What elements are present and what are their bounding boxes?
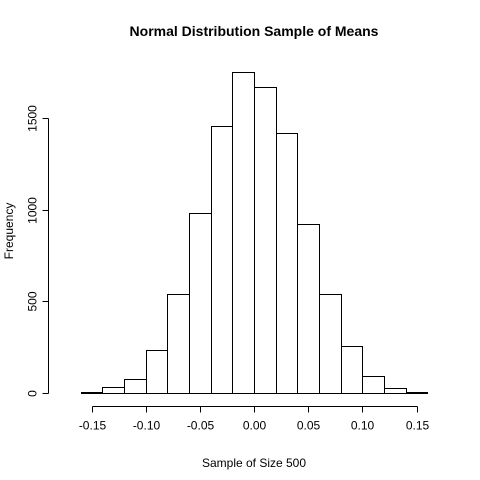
histogram-bar-9 — [276, 133, 298, 394]
histogram-bar-12 — [341, 346, 363, 394]
y-tick-label: 0 — [26, 390, 40, 397]
x-tick-label: -0.15 — [79, 419, 107, 433]
x-axis: -0.15 -0.10 -0.05 0.00 0.05 0.10 0.15 — [79, 406, 430, 433]
y-tick-label: 1500 — [26, 105, 40, 132]
y-tick-label: 1000 — [26, 197, 40, 224]
x-tick-label: -0.05 — [187, 419, 215, 433]
y-tick-label: 500 — [26, 291, 40, 311]
chart-title: Normal Distribution Sample of Means — [130, 23, 379, 39]
y-axis: 0 500 1000 1500 — [26, 105, 49, 397]
histogram-bar-11 — [319, 294, 342, 394]
histogram-bar-10 — [297, 224, 320, 394]
x-tick-label: 0.10 — [351, 419, 375, 433]
histogram-bar-0 — [81, 392, 103, 394]
y-axis-label: Frequency — [2, 203, 16, 260]
histogram-bar-15 — [406, 392, 428, 394]
histogram-bar-6 — [211, 126, 233, 394]
x-axis-label: Sample of Size 500 — [202, 456, 306, 470]
histogram-bars — [81, 72, 428, 394]
x-tick-label: -0.10 — [133, 419, 161, 433]
histogram-bar-3 — [146, 350, 168, 394]
x-tick-label: 0.05 — [297, 419, 321, 433]
histogram-bar-2 — [124, 379, 147, 394]
histogram-bar-7 — [232, 72, 255, 394]
x-tick-label: 0.00 — [243, 419, 267, 433]
x-tick-label: 0.15 — [406, 419, 430, 433]
histogram-bar-1 — [102, 387, 125, 394]
histogram-bar-5 — [189, 213, 212, 394]
histogram-bar-14 — [384, 388, 407, 394]
histogram-bar-13 — [362, 376, 385, 394]
histogram-bar-4 — [167, 294, 190, 394]
histogram-bar-8 — [254, 87, 277, 394]
